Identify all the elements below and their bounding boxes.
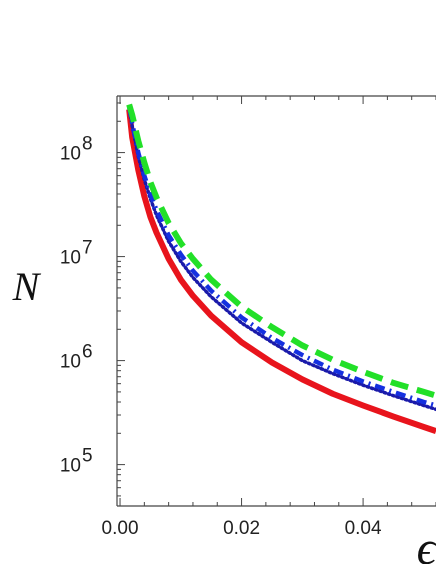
- y-tick-base: 10: [60, 248, 81, 269]
- x-tick-label: 0.04: [345, 518, 382, 539]
- y-tick-exponent: 5: [82, 446, 93, 467]
- y-tick-base: 10: [60, 456, 81, 477]
- y-tick-label: 10: [60, 352, 81, 373]
- y-tick-exponent: 6: [82, 342, 93, 363]
- series-line-solid: [126, 109, 436, 434]
- y-tick-label: 10: [60, 144, 81, 165]
- y-tick-exponent: 7: [82, 238, 93, 259]
- y-tick-label: 10: [60, 456, 81, 477]
- x-axis-label: ϵ: [417, 522, 436, 564]
- y-axis-label: N: [12, 264, 42, 309]
- plot-frame: [116, 95, 436, 507]
- y-tick-base: 10: [60, 352, 81, 373]
- y-tick-exponent: 8: [82, 134, 93, 155]
- y-tick-label: 10: [60, 248, 81, 269]
- series-line-dotted: [127, 105, 436, 412]
- x-tick-label: 0.02: [223, 518, 260, 539]
- axis-ticks: [117, 96, 436, 507]
- series-line-dashdot: [126, 106, 436, 408]
- series-line-dashed: [126, 103, 436, 399]
- x-tick-label: 0.00: [102, 518, 139, 539]
- series-layer: [126, 103, 436, 434]
- y-tick-base: 10: [60, 144, 81, 165]
